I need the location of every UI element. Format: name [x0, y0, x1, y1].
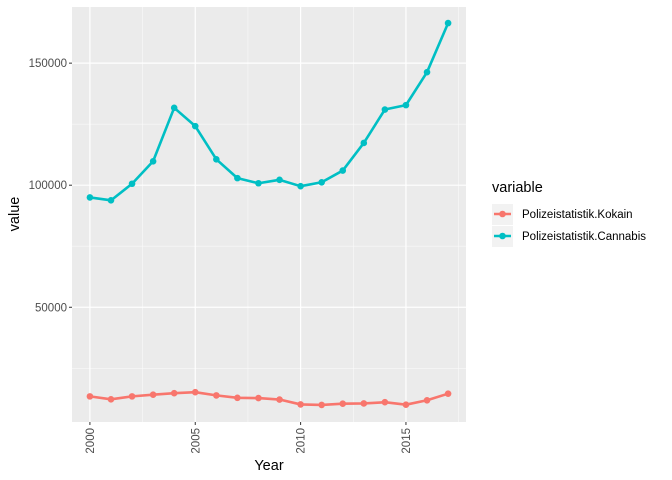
series-kokain: [86, 388, 452, 409]
data-point: [402, 401, 410, 408]
data-point: [318, 178, 325, 186]
legend-items: Polizeistatistik.Kokain Polizeistatistik.…: [492, 204, 646, 247]
minor-grid: [72, 7, 466, 422]
legend-key-point: [499, 232, 506, 240]
data-point: [213, 156, 220, 163]
data-point: [234, 174, 241, 182]
y-tick-label: 100000: [29, 180, 67, 192]
data-point: [360, 139, 368, 147]
x-tick-label: 2015: [401, 428, 413, 454]
data-point: [191, 122, 199, 130]
data-point: [149, 391, 157, 398]
data-point: [297, 182, 304, 190]
data-point: [234, 394, 241, 402]
data-point: [402, 101, 410, 109]
major-grid: [72, 7, 466, 422]
data-point: [360, 400, 368, 407]
data-point: [318, 401, 325, 409]
y-tick-labels: 50000 100000 150000: [29, 58, 67, 314]
data-point: [255, 179, 262, 187]
y-tick-label: 50000: [35, 302, 67, 314]
legend: variable Polizeistatistik.KokainPolizeis…: [492, 180, 646, 247]
plot-panel: [72, 7, 466, 422]
data-point: [297, 401, 304, 408]
data-point: [381, 106, 389, 113]
data-point: [276, 176, 283, 184]
x-axis-title: Year: [254, 458, 283, 474]
data-point: [149, 157, 157, 165]
data-point: [170, 389, 178, 397]
series-line: [89, 22, 450, 202]
data-point: [86, 194, 94, 201]
legend-label: Polizeistatistik.Kokain: [522, 209, 633, 221]
x-tick-labels: 2000 2005 2010 2015: [85, 428, 413, 454]
x-tick-label: 2005: [190, 428, 202, 454]
legend-key-point: [499, 210, 506, 218]
legend-item: Polizeistatistik.Kokain: [492, 204, 633, 225]
data-point: [255, 394, 262, 402]
legend-item: Polizeistatistik.Cannabis: [492, 226, 646, 247]
x-tick-label: 2010: [296, 428, 308, 454]
data-point: [213, 392, 220, 399]
data-point: [339, 167, 347, 174]
data-point: [107, 197, 115, 204]
y-axis-title: value: [7, 197, 23, 232]
data-point: [444, 19, 452, 27]
data-point: [381, 398, 389, 406]
data-point: [107, 395, 115, 403]
data-point: [423, 68, 431, 76]
data-point: [86, 393, 94, 400]
data-point: [128, 180, 136, 188]
data-point: [128, 393, 136, 400]
data-point: [339, 400, 347, 407]
data-point: [423, 396, 431, 404]
data-point: [276, 396, 283, 403]
x-tick-label: 2000: [85, 428, 97, 454]
data-point: [170, 104, 178, 112]
legend-label: Polizeistatistik.Cannabis: [522, 231, 646, 243]
series-line: [89, 390, 449, 407]
legend-title: variable: [492, 180, 543, 196]
series-layer: [86, 19, 452, 409]
data-point: [444, 390, 452, 397]
y-tick-label: 150000: [29, 58, 67, 70]
axis-ticks: [69, 62, 407, 425]
series-cannabis: [86, 19, 452, 204]
data-point: [191, 388, 199, 396]
